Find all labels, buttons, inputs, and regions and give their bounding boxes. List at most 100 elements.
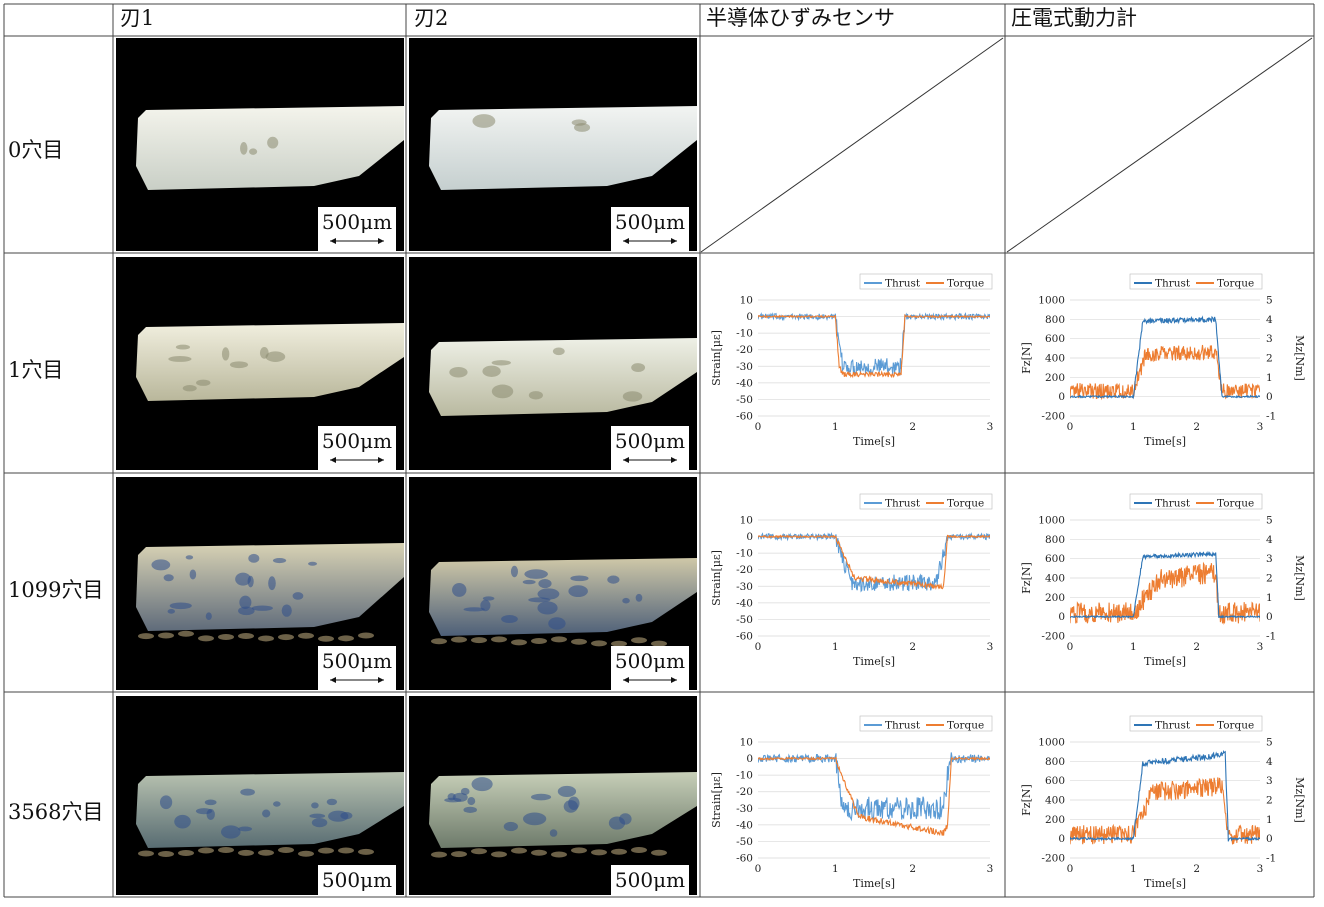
y2-tick-label: -1 [1266,631,1276,643]
x-axis-label: Time[s] [853,655,895,668]
legend-label: Torque [947,498,984,510]
scale-arrow-icon [623,457,677,463]
x-tick-label: 2 [909,421,916,433]
x-axis-label: Time[s] [1144,655,1186,668]
y2-tick-label: 5 [1266,295,1273,307]
scale-bar-label: 500μm [321,868,393,892]
scale-arrow-icon [330,457,384,463]
force-chart: 1000 800 600 400 200 0 -200 5 4 3 2 1 0 -1 0 1 2 3 Time[s]… [1008,272,1310,452]
y-tick-label: -50 [736,614,753,626]
y-tick-label: -20 [736,786,753,798]
scale-arrow-icon [623,238,677,244]
x-tick-label: 3 [987,421,994,433]
y-tick-label: 400 [1045,795,1065,807]
y-tick-label: 200 [1045,814,1065,826]
y-tick-label: 400 [1045,353,1065,365]
y2-tick-label: 1 [1266,592,1273,604]
drill-edge-micrograph: 500μm [409,38,697,251]
y-tick-label: 600 [1045,553,1065,565]
y-tick-label: 1000 [1038,737,1065,749]
scale-arrow-icon [330,238,384,244]
row-label-0: 0穴目 [8,138,64,162]
scale-bar-label: 500μm [614,649,686,673]
legend-label: Thrust [885,720,921,732]
y-tick-label: -200 [1041,853,1065,865]
drill-edge-micrograph: 500μm [409,477,697,690]
scale-bar: 500μm [611,426,689,470]
scale-bar: 500μm [318,646,396,690]
x-tick-label: 3 [1257,421,1264,433]
x-tick-label: 0 [1067,863,1074,875]
y2-tick-label: 5 [1266,515,1273,527]
scale-arrow-icon [330,677,384,683]
force-chart: 1000 800 600 400 200 0 -200 5 4 3 2 1 0 -1 0 1 2 3 Time[s]… [1008,492,1310,672]
y-tick-label: -40 [736,819,753,831]
y-tick-label: 0 [1058,391,1065,403]
y-axis-label: Strain[με] [710,550,723,606]
scale-bar: 500μm [611,646,689,690]
y2-tick-label: 4 [1266,314,1273,326]
legend-label: Torque [1217,278,1254,290]
y2-tick-label: 2 [1266,353,1273,365]
x-tick-label: 1 [832,641,839,653]
y2-tick-label: 0 [1266,391,1273,403]
legend-box [1129,493,1263,510]
y-tick-label: -40 [736,597,753,609]
y2-tick-label: 2 [1266,573,1273,585]
y-tick-label: 1000 [1038,515,1065,527]
x-tick-label: 0 [1067,421,1074,433]
header-piezoelectric-dynamometer: 圧電式動力計 [1011,6,1137,30]
y-tick-label: 200 [1045,372,1065,384]
legend-box [1129,273,1263,290]
x-tick-label: 3 [987,641,994,653]
scale-arrow-icon [623,677,677,683]
x-axis-label: Time[s] [853,435,895,448]
y2-axis-label: Mz[Nm] [1293,335,1306,381]
series-line-torque [1070,561,1260,625]
series-line-torque [1070,344,1260,401]
y2-tick-label: 0 [1266,611,1273,623]
series-line-thrust [1070,550,1260,619]
series-line-thrust [1070,749,1260,842]
y-tick-label: 0 [746,753,753,765]
legend-label: Torque [947,278,984,290]
y-tick-label: -200 [1041,411,1065,423]
y2-tick-label: 4 [1266,534,1273,546]
y2-tick-label: 3 [1266,333,1273,345]
legend-label: Thrust [885,498,921,510]
series-line-torque [758,313,990,379]
y-axis-label: Strain[με] [710,330,723,386]
x-tick-label: 1 [832,863,839,875]
x-tick-label: 3 [987,863,994,875]
x-axis-label: Time[s] [1144,877,1186,890]
y-tick-label: 10 [740,515,753,527]
legend-label: Torque [947,720,984,732]
series-line-thrust [758,312,990,376]
scale-bar-label: 500μm [614,429,686,453]
y-tick-label: 10 [740,295,753,307]
y2-tick-label: -1 [1266,411,1276,423]
series-line-thrust [758,752,990,822]
legend-label: Thrust [1155,498,1191,510]
row-label-1099: 1099穴目 [8,578,104,602]
y-tick-label: 600 [1045,775,1065,787]
drill-edge-micrograph: 500μm [116,477,404,690]
scale-bar: 500μm [318,426,396,470]
y-tick-label: -60 [736,631,753,643]
x-tick-label: 2 [909,863,916,875]
row-label-1: 1穴目 [8,358,64,382]
x-tick-label: 2 [1193,863,1200,875]
header-semiconductor-strain-sensor: 半導体ひずみセンサ [706,6,895,30]
y-tick-label: 0 [746,311,753,323]
series-line-torque [1070,777,1260,845]
scale-bar: 500μm [611,865,689,895]
x-tick-label: 3 [1257,863,1264,875]
strain-chart: 10 0 -10 -20 -30 -40 -50 -60 0 1 2 3 Time[s] Strain[μ… [702,272,1002,452]
x-tick-label: 2 [1193,421,1200,433]
y2-tick-label: 0 [1266,833,1273,845]
header-blade-1: 刃1 [120,6,155,30]
y-tick-label: 600 [1045,333,1065,345]
x-tick-label: 2 [909,641,916,653]
y-tick-label: -50 [736,836,753,848]
